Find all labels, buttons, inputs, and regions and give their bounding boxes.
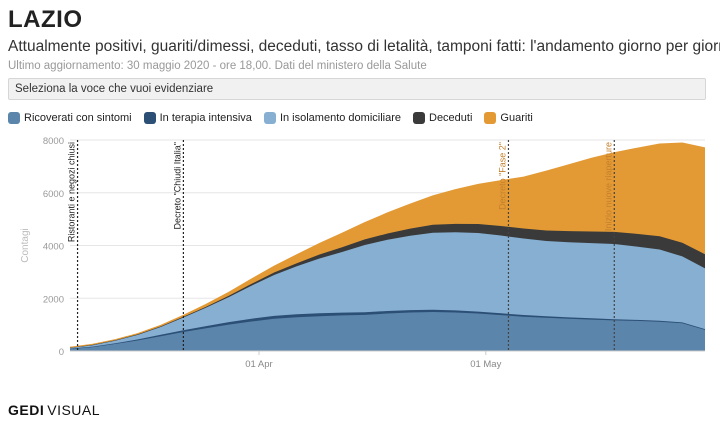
annotation-label-2: Decreto "Fase 2" [497, 142, 507, 210]
area-series-4 [70, 143, 705, 348]
x-tick-label: 01 Apr [245, 359, 272, 370]
annotation-label-3: Inizio nuove riaperture [603, 142, 613, 231]
legend-label-ricoverati: Ricoverati con sintomi [24, 112, 132, 124]
legend: Ricoverati con sintomi In terapia intens… [8, 110, 545, 126]
area-series-0 [70, 312, 705, 351]
gedi-visual-logo: GEDI VISUAL [8, 402, 101, 418]
annotation-label-1: Decreto "Chiudi Italia" [172, 142, 182, 229]
legend-item-isolamento[interactable]: In isolamento domiciliare [263, 112, 401, 124]
legend-swatch-guariti [484, 112, 497, 124]
legend-label-guariti: Guariti [500, 112, 533, 124]
y-tick-label: 8000 [43, 136, 64, 147]
y-tick-label: 6000 [43, 189, 64, 200]
y-axis-label: Contagi [20, 228, 31, 262]
legend-label-terapia-intensiva: In terapia intensiva [159, 112, 252, 124]
chart-subtitle: Attualmente positivi, guariti/dimessi, d… [8, 38, 720, 55]
legend-swatch-deceduti [413, 112, 425, 124]
legend-item-guariti[interactable]: Guariti [484, 112, 533, 124]
chart-title: LAZIO [8, 6, 83, 33]
last-update-note: Ultimo aggiornamento: 30 maggio 2020 - o… [8, 60, 427, 72]
highlight-selector[interactable]: Seleziona la voce che vuoi evidenziare [8, 78, 706, 100]
highlight-selector-label: Seleziona la voce che vuoi evidenziare [15, 83, 214, 95]
annotation-label-0: Ristoranti e negozi chiusi [67, 142, 77, 242]
y-tick-label: 4000 [43, 242, 64, 253]
legend-swatch-isolamento [263, 112, 276, 124]
legend-item-terapia-intensiva[interactable]: In terapia intensiva [143, 112, 252, 124]
legend-swatch-terapia-intensiva [143, 112, 156, 124]
legend-item-deceduti[interactable]: Deceduti [413, 112, 472, 124]
area-series-1 [70, 309, 705, 349]
legend-item-ricoverati[interactable]: Ricoverati con sintomi [8, 112, 132, 124]
area-series-edge-4 [69, 142, 706, 348]
legend-label-isolamento: In isolamento domiciliare [279, 112, 401, 124]
y-tick-label: 0 [59, 347, 64, 358]
y-tick-label: 2000 [43, 294, 64, 305]
area-series-3 [70, 223, 705, 348]
legend-label-deceduti: Deceduti [429, 112, 473, 124]
stacked-area-chart: 0 2000 4000 6000 8000 Contagi 01 Apr 01 May Rist… [20, 136, 706, 370]
legend-swatch-ricoverati [8, 112, 20, 124]
x-tick-label: 01 May [470, 359, 501, 370]
area-series-2 [70, 232, 705, 349]
